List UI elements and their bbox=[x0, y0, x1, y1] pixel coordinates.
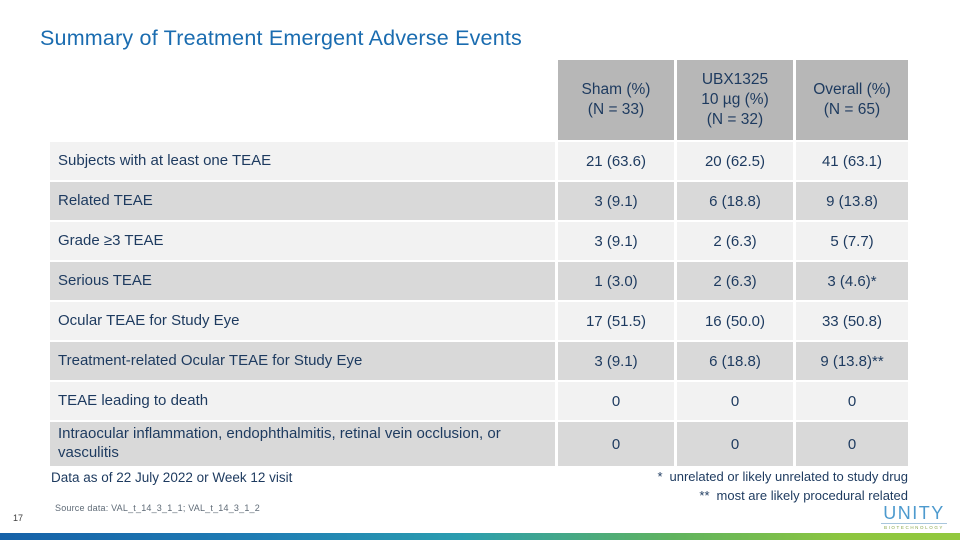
row-label: Intraocular inflammation, endophthalmiti… bbox=[50, 422, 555, 466]
row-label: Subjects with at least one TEAE bbox=[50, 142, 555, 180]
footnotes: * unrelated or likely unrelated to study… bbox=[643, 467, 908, 505]
column-header-overall: Overall (%) (N = 65) bbox=[796, 60, 908, 140]
row-label: Grade ≥3 TEAE bbox=[50, 222, 555, 260]
footnote-line: * unrelated or likely unrelated to study… bbox=[643, 467, 908, 486]
footnote-text: unrelated or likely unrelated to study d… bbox=[669, 469, 908, 484]
cell-value: 9 (13.8)** bbox=[796, 342, 908, 380]
row-label: Ocular TEAE for Study Eye bbox=[50, 302, 555, 340]
page-number: 17 bbox=[13, 513, 24, 523]
cell-value: 21 (63.6) bbox=[558, 142, 674, 180]
cell-value: 17 (51.5) bbox=[558, 302, 674, 340]
footnote-line: ** most are likely procedural related bbox=[643, 486, 908, 505]
cell-value: 2 (6.3) bbox=[677, 222, 793, 260]
cell-value: 0 bbox=[558, 382, 674, 420]
row-label: Treatment-related Ocular TEAE for Study … bbox=[50, 342, 555, 380]
footnote-marker: * bbox=[657, 469, 663, 484]
cell-value: 6 (18.8) bbox=[677, 342, 793, 380]
teae-table: Sham (%) (N = 33) UBX1325 10 µg (%) (N =… bbox=[50, 60, 908, 466]
cell-value: 0 bbox=[558, 422, 674, 466]
cell-value: 0 bbox=[796, 422, 908, 466]
cell-value: 6 (18.8) bbox=[677, 182, 793, 220]
cell-value: 5 (7.7) bbox=[796, 222, 908, 260]
cell-value: 16 (50.0) bbox=[677, 302, 793, 340]
logo-subtitle: BIOTECHNOLOGY bbox=[883, 525, 945, 530]
cell-value: 9 (13.8) bbox=[796, 182, 908, 220]
source-data-note: Source data: VAL_t_14_3_1_1; VAL_t_14_3_… bbox=[55, 503, 260, 513]
cell-value: 20 (62.5) bbox=[677, 142, 793, 180]
cell-value: 0 bbox=[796, 382, 908, 420]
footnote-marker: ** bbox=[699, 488, 710, 503]
column-header-ubx1325: UBX1325 10 µg (%) (N = 32) bbox=[677, 60, 793, 140]
data-note: Data as of 22 July 2022 or Week 12 visit bbox=[51, 470, 293, 485]
cell-value: 0 bbox=[677, 422, 793, 466]
page-title: Summary of Treatment Emergent Adverse Ev… bbox=[40, 26, 522, 50]
table-corner bbox=[50, 60, 555, 140]
cell-value: 3 (4.6)* bbox=[796, 262, 908, 300]
row-label: TEAE leading to death bbox=[50, 382, 555, 420]
footnote-text: most are likely procedural related bbox=[716, 488, 908, 503]
row-label: Serious TEAE bbox=[50, 262, 555, 300]
cell-value: 33 (50.8) bbox=[796, 302, 908, 340]
column-header-sham: Sham (%) (N = 33) bbox=[558, 60, 674, 140]
row-label: Related TEAE bbox=[50, 182, 555, 220]
cell-value: 3 (9.1) bbox=[558, 222, 674, 260]
cell-value: 41 (63.1) bbox=[796, 142, 908, 180]
logo-wordmark: UNITY bbox=[883, 503, 945, 523]
unity-logo: UNITY BIOTECHNOLOGY bbox=[881, 504, 947, 530]
cell-value: 3 (9.1) bbox=[558, 342, 674, 380]
logo-divider bbox=[881, 523, 947, 524]
bottom-gradient-bar bbox=[0, 533, 960, 540]
cell-value: 2 (6.3) bbox=[677, 262, 793, 300]
cell-value: 3 (9.1) bbox=[558, 182, 674, 220]
cell-value: 1 (3.0) bbox=[558, 262, 674, 300]
cell-value: 0 bbox=[677, 382, 793, 420]
